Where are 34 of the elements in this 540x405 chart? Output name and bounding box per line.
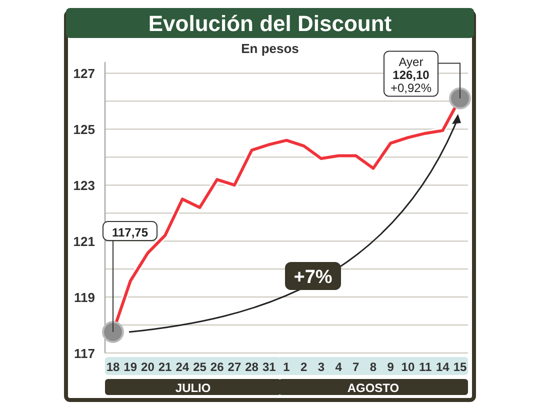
annotation: Ayer 126,10 +0,92% [390,55,432,96]
x-tick-label: 21 [158,360,172,374]
text: JULIO [175,381,211,395]
x-tick-label: 24 [176,360,190,374]
annotation: +7% [294,267,332,288]
text: AGOSTO [347,381,400,395]
x-tick-label: 2 [300,360,308,374]
x-tick-label: 14 [436,360,450,374]
x-tick-label: 4 [335,360,342,374]
x-tick-label: 9 [387,360,394,374]
y-tick-label: 117 [74,346,95,361]
chart-subtitle: En pesos [241,41,299,56]
y-tick-label: 119 [74,290,95,306]
y-tick-label: 125 [73,122,95,138]
x-tick-label: 26 [210,360,224,374]
x-tick-label: 31 [262,360,276,374]
x-tick-label: 18 [106,360,120,374]
x-tick-label: 11 [418,360,432,374]
x-tick-label: 19 [124,360,138,374]
x-tick-label: 28 [245,360,259,374]
x-tick-label: 27 [228,360,242,374]
y-tick-label: 121 [73,234,95,250]
x-tick-label: 3 [318,360,325,374]
y-tick-label: 123 [73,178,95,194]
y-tick-label: 127 [73,66,95,82]
chart-title: Evolución del Discount [148,11,392,36]
x-tick-label: 1 [283,360,290,374]
x-tick-label: 8 [370,360,377,374]
x-tick-label: 10 [401,360,415,374]
x-tick-label: 7 [352,360,360,374]
x-tick-label: 20 [141,360,155,374]
x-tick-label: 25 [193,360,207,374]
annotation: 117,75 [112,225,148,240]
x-tick-label: 15 [453,360,467,374]
